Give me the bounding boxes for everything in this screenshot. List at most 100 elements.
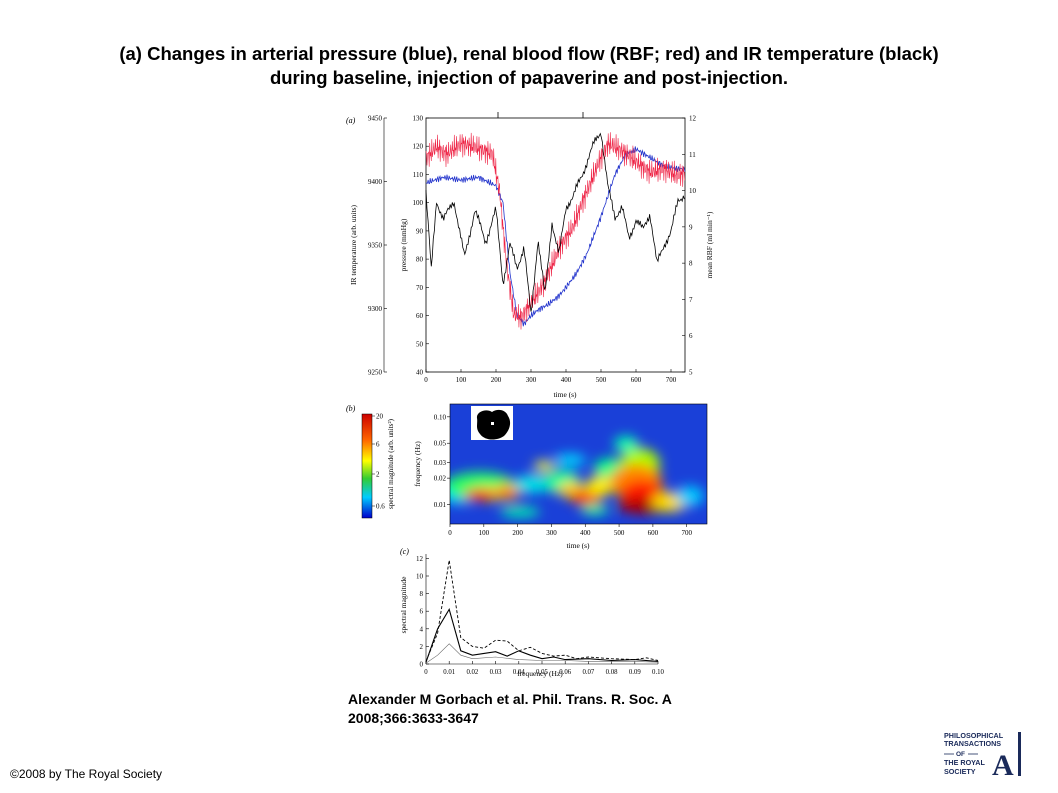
spectrum-dashed-series	[425, 560, 659, 662]
time-tick-label-a: 100	[456, 376, 467, 384]
frequency-tick-label-c: 0.02	[466, 669, 478, 676]
kidney-thumbnail	[471, 406, 513, 440]
frequency-tick-label-c: 0.01	[443, 669, 455, 676]
spectrogram-blob	[614, 436, 638, 452]
panel-b-label: (b)	[346, 404, 356, 413]
spectral-magnitude-axis: 0 2 4 6 8 10 12	[416, 554, 429, 669]
page-title: (a) Changes in arterial pressure (blue),…	[20, 42, 1038, 90]
time-tick-label-a: 400	[561, 376, 572, 384]
time-tick-label-b: 500	[614, 529, 625, 537]
frequency-axis-c: 0 0.01 0.02 0.03 0.04 0.05 0.06 0.07 0.08 0.09 0.1…	[424, 661, 665, 676]
citation-line-1: Alexander M Gorbach et al. Phil. Trans. …	[348, 691, 672, 707]
logo-line-4: THE ROYAL	[944, 758, 985, 767]
ir-temperature-tick-label: 9400	[368, 178, 383, 186]
time-tick-label-b: 100	[479, 529, 490, 537]
time-axis-a-label: time (s)	[553, 390, 577, 399]
time-tick-label-b: 0	[448, 529, 452, 537]
pressure-tick-label: 120	[413, 143, 424, 151]
pressure-tick-label: 130	[413, 115, 424, 123]
colorbar-ticks: 20 6 2 0.6	[372, 413, 385, 511]
frequency-tick-label: 0.10	[434, 413, 447, 421]
colorbar-tick-label: 2	[376, 471, 380, 479]
pressure-tick-label: 70	[416, 284, 424, 292]
pressure-axis-label: pressure (mmHg)	[399, 218, 408, 271]
frequency-tick-label: 0.03	[434, 459, 447, 467]
frequency-tick-label-c: 0.08	[606, 669, 618, 676]
ir-temperature-tick-label: 9250	[368, 369, 383, 377]
pressure-series	[425, 146, 686, 327]
rbf-tick-label: 9	[689, 223, 693, 231]
spectral-magnitude-tick-label: 2	[420, 643, 424, 651]
frequency-tick-label: 0.01	[434, 501, 447, 509]
colorbar-tick-label: 6	[376, 441, 380, 449]
frequency-tick-label-c: 0.07	[582, 669, 594, 676]
time-axis-b: 0 100 200 300 400 500 600 700	[448, 524, 692, 537]
rbf-tick-label: 5	[689, 369, 693, 377]
ir-temperature-tick-label: 9450	[368, 115, 383, 123]
rbf-tick-label: 12	[689, 115, 697, 123]
time-tick-label-b: 700	[681, 529, 692, 537]
rbf-series	[425, 132, 686, 330]
rbf-tick-label: 6	[689, 332, 693, 340]
spectrogram-blob	[581, 505, 609, 515]
colorbar-tick-label: 20	[376, 413, 384, 421]
frequency-axis-c-label: frequency (Hz)	[517, 669, 563, 678]
time-tick-label-a: 700	[666, 376, 677, 384]
pressure-tick-label: 60	[416, 312, 424, 320]
spectrogram-blob	[464, 489, 496, 501]
time-axis-a: 0 100 200 300 400 500 600 700	[424, 369, 677, 384]
panel-c-label: (c)	[400, 547, 409, 556]
rbf-tick-label: 11	[689, 151, 696, 159]
rbf-axis: 5 6 7 8 9 10 11 12	[682, 115, 697, 377]
logo-letter: A	[992, 749, 1014, 780]
spectral-magnitude-tick-label: 12	[416, 555, 424, 563]
spectral-magnitude-tick-label: 6	[420, 608, 424, 616]
spectrogram-blob	[676, 486, 704, 506]
logo-line-2: TRANSACTIONS	[944, 739, 1001, 748]
citation-line-2: 2008;366:3633-3647	[348, 710, 479, 726]
spectral-magnitude-tick-label: 4	[420, 625, 424, 633]
time-tick-label-b: 300	[546, 529, 557, 537]
rbf-tick-label: 10	[689, 187, 697, 195]
pressure-axis: 40 50 60 70 80 90 100 110 120 130	[413, 115, 429, 377]
spectrum-solid-series	[425, 608, 659, 663]
frequency-tick-label-c: 0.04	[513, 669, 525, 676]
pressure-tick-label: 40	[416, 369, 424, 377]
time-tick-label-a: 300	[526, 376, 537, 384]
frequency-tick-label-c: 0.03	[490, 669, 502, 676]
spectrogram-blob	[586, 476, 614, 496]
frequency-tick-label: 0.05	[434, 440, 447, 448]
spectrum-thin-series	[425, 643, 659, 664]
spectrogram-blob	[500, 507, 540, 517]
frequency-tick-label-c: 0.05	[536, 669, 548, 676]
time-tick-label-a: 200	[491, 376, 502, 384]
frequency-tick-label-c: 0.09	[629, 669, 641, 676]
spectral-magnitude-tick-label: 0	[420, 661, 424, 669]
panel-a-label: (a)	[346, 116, 356, 125]
frequency-tick-label-c: 0.06	[559, 669, 571, 676]
pressure-tick-label: 110	[413, 171, 424, 179]
panel-a-frame	[425, 117, 686, 373]
journal-logo-svg: PHILOSOPHICAL TRANSACTIONS OF THE ROYAL …	[944, 731, 1021, 782]
time-tick-label-a: 0	[424, 376, 428, 384]
time-tick-label-b: 400	[580, 529, 591, 537]
pressure-tick-label: 100	[413, 199, 424, 207]
panel-a-series	[425, 132, 686, 330]
spectral-magnitude-axis-label: spectral magnitude	[399, 576, 408, 634]
rbf-axis-label: mean RBF (ml min⁻¹)	[705, 211, 714, 278]
time-tick-label-b: 200	[512, 529, 523, 537]
journal-logo: PHILOSOPHICAL TRANSACTIONS OF THE ROYAL …	[944, 730, 1034, 785]
pressure-tick-label: 90	[416, 227, 424, 235]
rbf-tick-label: 8	[689, 260, 693, 268]
frequency-axis: 0.01 0.02 0.03 0.05 0.10	[434, 413, 450, 509]
time-tick-label-a: 600	[631, 376, 642, 384]
pressure-tick-label: 50	[416, 340, 424, 348]
panel-b-frame	[449, 403, 708, 525]
colorbar-tick-label: 0.6	[376, 503, 385, 511]
pressure-tick-label: 80	[416, 256, 424, 264]
frequency-tick-label: 0.02	[434, 475, 447, 483]
ir-temperature-axis: 9250 9300 9350 9400 9450	[368, 115, 387, 377]
frequency-tick-label-c: 0.10	[652, 669, 664, 676]
spectrogram-blob	[496, 484, 520, 500]
